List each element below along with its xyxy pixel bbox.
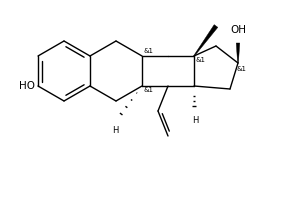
Polygon shape bbox=[236, 43, 240, 63]
Text: &1: &1 bbox=[143, 48, 153, 54]
Text: H: H bbox=[192, 116, 198, 125]
Text: H: H bbox=[112, 126, 118, 135]
Polygon shape bbox=[194, 25, 218, 56]
Text: &1: &1 bbox=[143, 87, 153, 93]
Text: HO: HO bbox=[19, 81, 35, 91]
Text: &1: &1 bbox=[236, 66, 246, 72]
Text: OH: OH bbox=[230, 25, 246, 35]
Text: &1: &1 bbox=[195, 57, 205, 63]
